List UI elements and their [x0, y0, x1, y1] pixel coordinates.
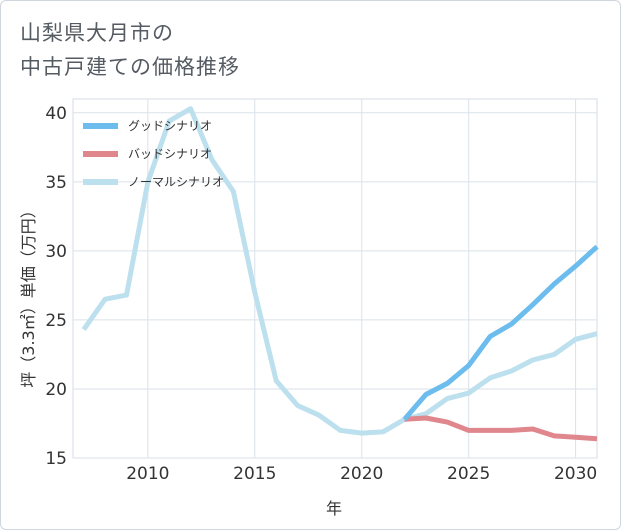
legend-label-good: グッドシナリオ: [128, 119, 212, 133]
series-lines: [81, 106, 599, 442]
x-tick-label: 2015: [233, 464, 276, 484]
series-line-normal: [81, 106, 598, 436]
y-tick-label: 35: [45, 173, 67, 193]
series-line-good: [402, 244, 599, 421]
chart-title-line-1: 山梨県大月市の: [20, 21, 174, 45]
y-tick-label: 25: [45, 311, 67, 331]
y-tick-label: 40: [45, 104, 67, 124]
x-tick-label: 2010: [126, 464, 169, 484]
legend-label-normal: ノーマルシナリオ: [128, 175, 224, 189]
series-line-bad: [404, 415, 598, 442]
x-axis-label: 年: [326, 499, 342, 518]
y-tick-label: 20: [45, 380, 67, 400]
chart-title: 山梨県大月市の 中古戸建ての価格推移: [20, 16, 240, 84]
x-tick-label: 2020: [340, 464, 383, 484]
grid: [73, 99, 597, 459]
y-tick-label: 30: [45, 242, 67, 262]
legend-label-bad: バッドシナリオ: [128, 147, 212, 161]
plot-area: [72, 98, 598, 459]
y-tick-label: 15: [45, 449, 67, 469]
x-tick-label: 2025: [447, 464, 490, 484]
y-axis-label: 坪（3.3㎡）単価（万円）: [19, 202, 38, 387]
chart-title-line-2: 中古戸建ての価格推移: [20, 55, 240, 79]
x-tick-label: 2030: [554, 464, 597, 484]
